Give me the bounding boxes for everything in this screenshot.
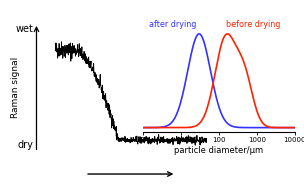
Text: Raman signal: Raman signal — [11, 56, 20, 118]
Text: dry: dry — [18, 139, 33, 149]
Text: after drying: after drying — [149, 20, 196, 29]
Text: wet: wet — [16, 24, 33, 34]
X-axis label: particle diameter/μm: particle diameter/μm — [174, 146, 264, 155]
Text: before drying: before drying — [226, 20, 281, 29]
